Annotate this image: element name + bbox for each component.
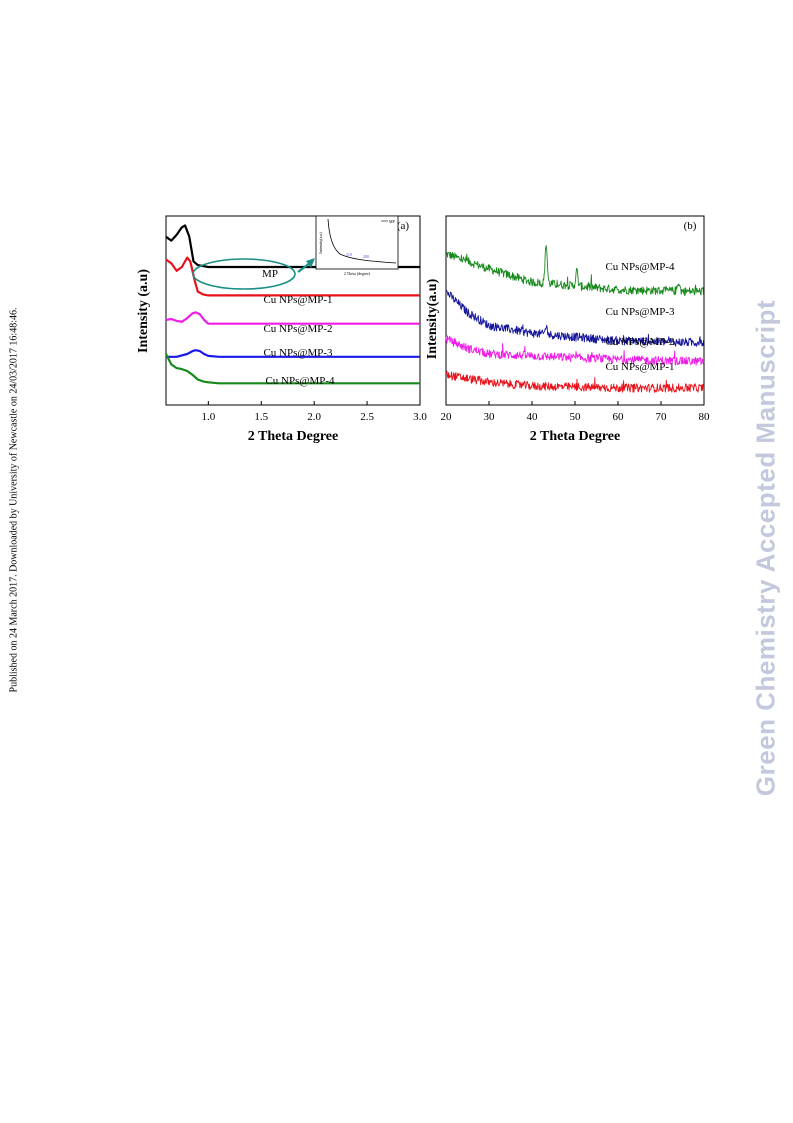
label-cu-mp-1-b: Cu NPs@MP-1	[605, 361, 674, 373]
panel-b-x-tick-label: 50	[570, 411, 582, 423]
panel-a-x-axis-title: 2 Theta Degree	[248, 429, 338, 444]
mp-highlight-ellipse	[192, 258, 296, 290]
panel-a-x-tick-label: 2.5	[360, 411, 374, 423]
label-mp: MP	[262, 268, 278, 280]
panel-a-inset: MP 110 200 2 Theta (degree) Intensity(a.…	[315, 215, 399, 276]
inset-peak-label-200: 200	[363, 254, 369, 259]
label-cu-mp-3-a: Cu NPs@MP-3	[263, 347, 333, 359]
panel-b-wide-angle-xrd: (b) 2 Theta Degree Intensity(a.u) 20 30 40…	[425, 215, 711, 444]
panel-b-x-tick-label: 70	[656, 411, 668, 423]
panel-a-series	[165, 224, 420, 385]
panel-a-frame	[165, 215, 421, 406]
series-a-mp	[165, 224, 420, 269]
panel-a-x-tick-label: 2.0	[307, 411, 321, 423]
panel-b-label: (b)	[684, 220, 697, 232]
panel-a-low-angle-xrd: (a) 2 Theta Degree Intensity (a.u) 1.0 1.…	[136, 215, 427, 444]
panel-b-x-tick-label: 20	[441, 411, 453, 423]
panel-b-x-axis-title: 2 Theta Degree	[530, 429, 620, 444]
panel-b-x-tick-label: 80	[699, 411, 711, 423]
panel-b-x-tick-label: 60	[613, 411, 625, 423]
series-a-cu-nps-mp-4	[165, 353, 420, 385]
panel-b-y-axis-title: Intensity(a.u)	[425, 278, 440, 359]
panel-b-series	[445, 244, 705, 393]
inset-frame	[315, 215, 399, 270]
series-b-cu-nps-mp-3	[445, 289, 705, 347]
series-b-cu-nps-mp-1	[445, 370, 705, 393]
series-b-cu-nps-mp-4	[445, 244, 705, 296]
panel-b-x-tick-label: 40	[527, 411, 539, 423]
panel-a-y-axis-title: Intensity (a.u)	[136, 269, 151, 353]
label-cu-mp-4-b: Cu NPs@MP-4	[605, 261, 675, 273]
label-cu-mp-4-a: Cu NPs@MP-4	[265, 375, 335, 387]
inset-y-axis-title: Intensity(a.u)	[318, 232, 323, 254]
series-a-cu-nps-mp-3	[166, 349, 420, 358]
panel-a-x-tick-label: 1.0	[201, 411, 215, 423]
inset-x-axis-title: 2 Theta (degree)	[344, 271, 371, 276]
panel-a-x-tick-label: 3.0	[413, 411, 427, 423]
inset-pointer-arrowhead	[306, 258, 315, 268]
inset-legend-label: MP	[389, 219, 396, 224]
panel-b-x-ticks: 20 30 40 50 60 70 80	[441, 401, 711, 423]
series-a-cu-nps-mp-2	[165, 311, 420, 325]
series-b-cu-nps-mp-2	[445, 335, 705, 366]
panel-b-x-tick-label: 30	[484, 411, 496, 423]
inset-peak-label-110: 110	[346, 252, 352, 257]
panel-a-x-ticks: 1.0 1.5 2.0 2.5 3.0	[201, 401, 427, 423]
inset-curve	[327, 218, 397, 264]
label-cu-mp-2-b: Cu NPs@MP-2	[605, 336, 674, 348]
label-cu-mp-2-a: Cu NPs@MP-2	[263, 323, 332, 335]
label-cu-mp-1-a: Cu NPs@MP-1	[263, 294, 332, 306]
series-a-cu-nps-mp-1	[165, 256, 420, 297]
panel-a-x-tick-label: 1.5	[254, 411, 268, 423]
panel-a-label: (a)	[397, 220, 410, 232]
inset-pointer-arrow	[297, 262, 311, 273]
label-cu-mp-3-b: Cu NPs@MP-3	[605, 306, 675, 318]
